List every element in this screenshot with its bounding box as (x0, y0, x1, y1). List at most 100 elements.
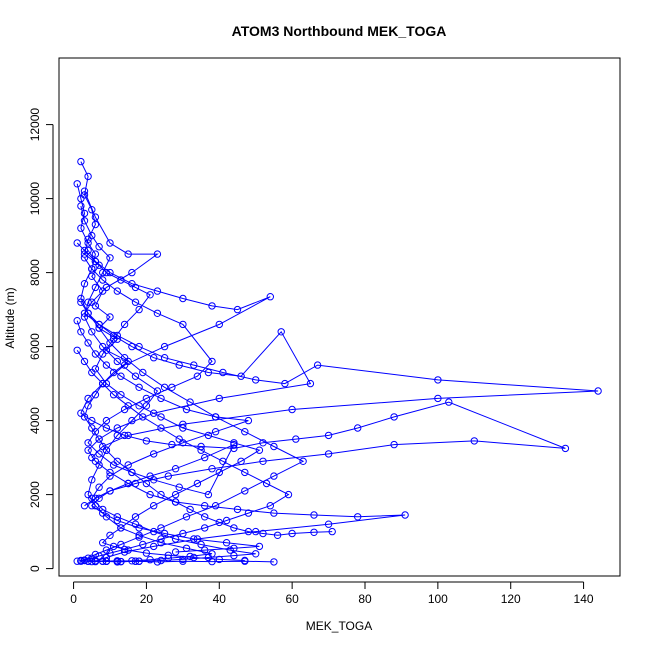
data-series (73, 346, 293, 566)
data-point (281, 379, 289, 388)
data-point (102, 424, 111, 432)
data-point (106, 487, 114, 495)
data-point (91, 283, 100, 292)
data-point (88, 265, 96, 273)
x-tick-label: 60 (285, 592, 299, 606)
data-point (146, 291, 154, 299)
data-point (179, 320, 187, 329)
data-point (171, 465, 180, 473)
data-point (252, 550, 260, 558)
data-point (150, 450, 158, 458)
data-point (324, 431, 333, 440)
data-point (95, 494, 103, 502)
data-point (270, 558, 278, 566)
data-point (84, 490, 92, 499)
data-point (99, 342, 107, 351)
y-tick-label: 8000 (28, 259, 42, 286)
data-point (219, 368, 227, 377)
data-point (175, 361, 183, 369)
data-point (128, 342, 136, 351)
data-point (131, 298, 140, 306)
data-point (102, 283, 111, 292)
data-point (73, 317, 81, 325)
data-point (160, 342, 169, 351)
data-point (73, 557, 81, 565)
data-point (241, 428, 249, 436)
data-point (171, 490, 180, 499)
data-point (230, 551, 238, 560)
data-point (226, 546, 234, 554)
data-point (88, 206, 96, 214)
data-point (80, 246, 89, 255)
data-point (215, 468, 224, 477)
data-point (117, 540, 125, 549)
data-point (153, 309, 162, 317)
data-point (77, 294, 85, 303)
data-point (150, 502, 158, 510)
data-point (120, 431, 129, 440)
data-point (179, 294, 187, 303)
data-point (99, 287, 107, 295)
data-point (95, 552, 103, 560)
data-point (139, 368, 147, 377)
data-point (99, 509, 107, 517)
data-point (102, 513, 111, 521)
data-point (171, 548, 180, 556)
data-point (230, 524, 238, 532)
data-point (117, 372, 125, 380)
data-point (244, 527, 253, 536)
data-point (266, 502, 274, 510)
data-point (77, 202, 85, 210)
data-point (135, 557, 143, 565)
data-point (354, 424, 362, 432)
data-point (201, 513, 209, 521)
data-point (84, 339, 92, 347)
data-point (80, 187, 89, 195)
data-point (150, 542, 158, 551)
data-point (80, 217, 89, 225)
data-point (73, 239, 81, 247)
data-point (237, 372, 245, 380)
data-point (237, 457, 245, 465)
data-point (135, 383, 143, 391)
data-point (91, 457, 100, 465)
data-point (470, 437, 478, 445)
data-point (215, 320, 224, 329)
data-point (142, 549, 151, 557)
data-point (204, 368, 213, 377)
data-point (120, 320, 129, 329)
data-point (99, 379, 107, 388)
data-point (95, 483, 103, 491)
data-point (211, 413, 220, 421)
data-point (244, 509, 253, 517)
data-point (131, 513, 140, 521)
data-point (135, 524, 143, 532)
data-point (182, 405, 191, 414)
data-point (434, 376, 442, 384)
x-tick-label: 0 (70, 592, 77, 606)
data-point (91, 557, 100, 566)
data-point (160, 383, 169, 391)
data-point (259, 457, 267, 465)
data-point (102, 346, 111, 354)
data-point (222, 539, 231, 547)
data-point (150, 409, 158, 417)
data-point (182, 544, 191, 552)
data-point (84, 298, 92, 306)
data-point (91, 220, 100, 229)
data-point (164, 551, 173, 559)
data-point (73, 180, 81, 188)
data-point (150, 354, 158, 362)
data-point (113, 424, 122, 432)
data-point (594, 387, 602, 395)
data-point (328, 527, 336, 536)
data-point (273, 531, 282, 539)
data-point (131, 283, 140, 292)
data-point (262, 479, 271, 488)
data-point (142, 394, 151, 403)
data-point (244, 416, 253, 425)
y-axis-label: Altitude (m) (3, 287, 17, 348)
data-point (208, 550, 216, 558)
data-point (445, 398, 453, 406)
